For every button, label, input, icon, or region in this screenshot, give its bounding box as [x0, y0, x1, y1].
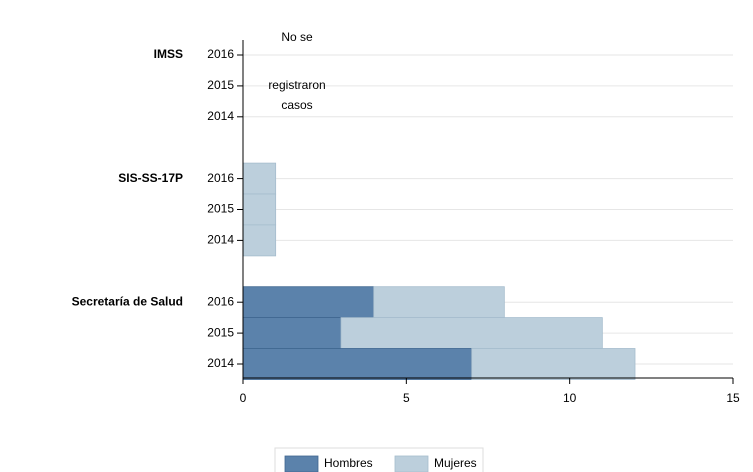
- y-tick-label: 2014: [207, 109, 234, 123]
- y-tick-label: 2015: [207, 202, 234, 216]
- bar-segment: [373, 286, 505, 319]
- x-tick-label: 5: [403, 391, 410, 405]
- bar-segment: [471, 348, 636, 380]
- y-tick-label: 2016: [207, 171, 234, 185]
- annotation: casos: [281, 98, 312, 112]
- y-tick-label: 2014: [207, 233, 234, 247]
- bar-segment: [242, 224, 277, 257]
- annotation: No se: [281, 30, 313, 44]
- bar-segment: [242, 317, 342, 350]
- legend-swatch: [284, 455, 319, 472]
- x-tick-label: 15: [726, 391, 740, 405]
- y-tick-label: 2016: [207, 294, 234, 308]
- bar-segment: [242, 193, 277, 226]
- group-label: Secretaría de Salud: [72, 294, 183, 308]
- y-tick-label: 2016: [207, 47, 234, 61]
- bar-segment: [242, 286, 375, 319]
- bar-segment: [340, 317, 603, 350]
- legend-label: Hombres: [324, 456, 373, 470]
- bar-segment: [242, 162, 277, 195]
- group-label: SIS-SS-17P: [118, 171, 183, 185]
- group-label: IMSS: [154, 47, 183, 61]
- y-tick-label: 2015: [207, 325, 234, 339]
- x-tick-label: 0: [240, 391, 247, 405]
- legend-swatch: [394, 455, 429, 472]
- x-tick-label: 10: [563, 391, 577, 405]
- annotation: registraron: [268, 78, 325, 92]
- y-tick-label: 2015: [207, 78, 234, 92]
- y-tick-label: 2014: [207, 356, 234, 370]
- bar-segment: [242, 348, 473, 380]
- legend-label: Mujeres: [434, 456, 477, 470]
